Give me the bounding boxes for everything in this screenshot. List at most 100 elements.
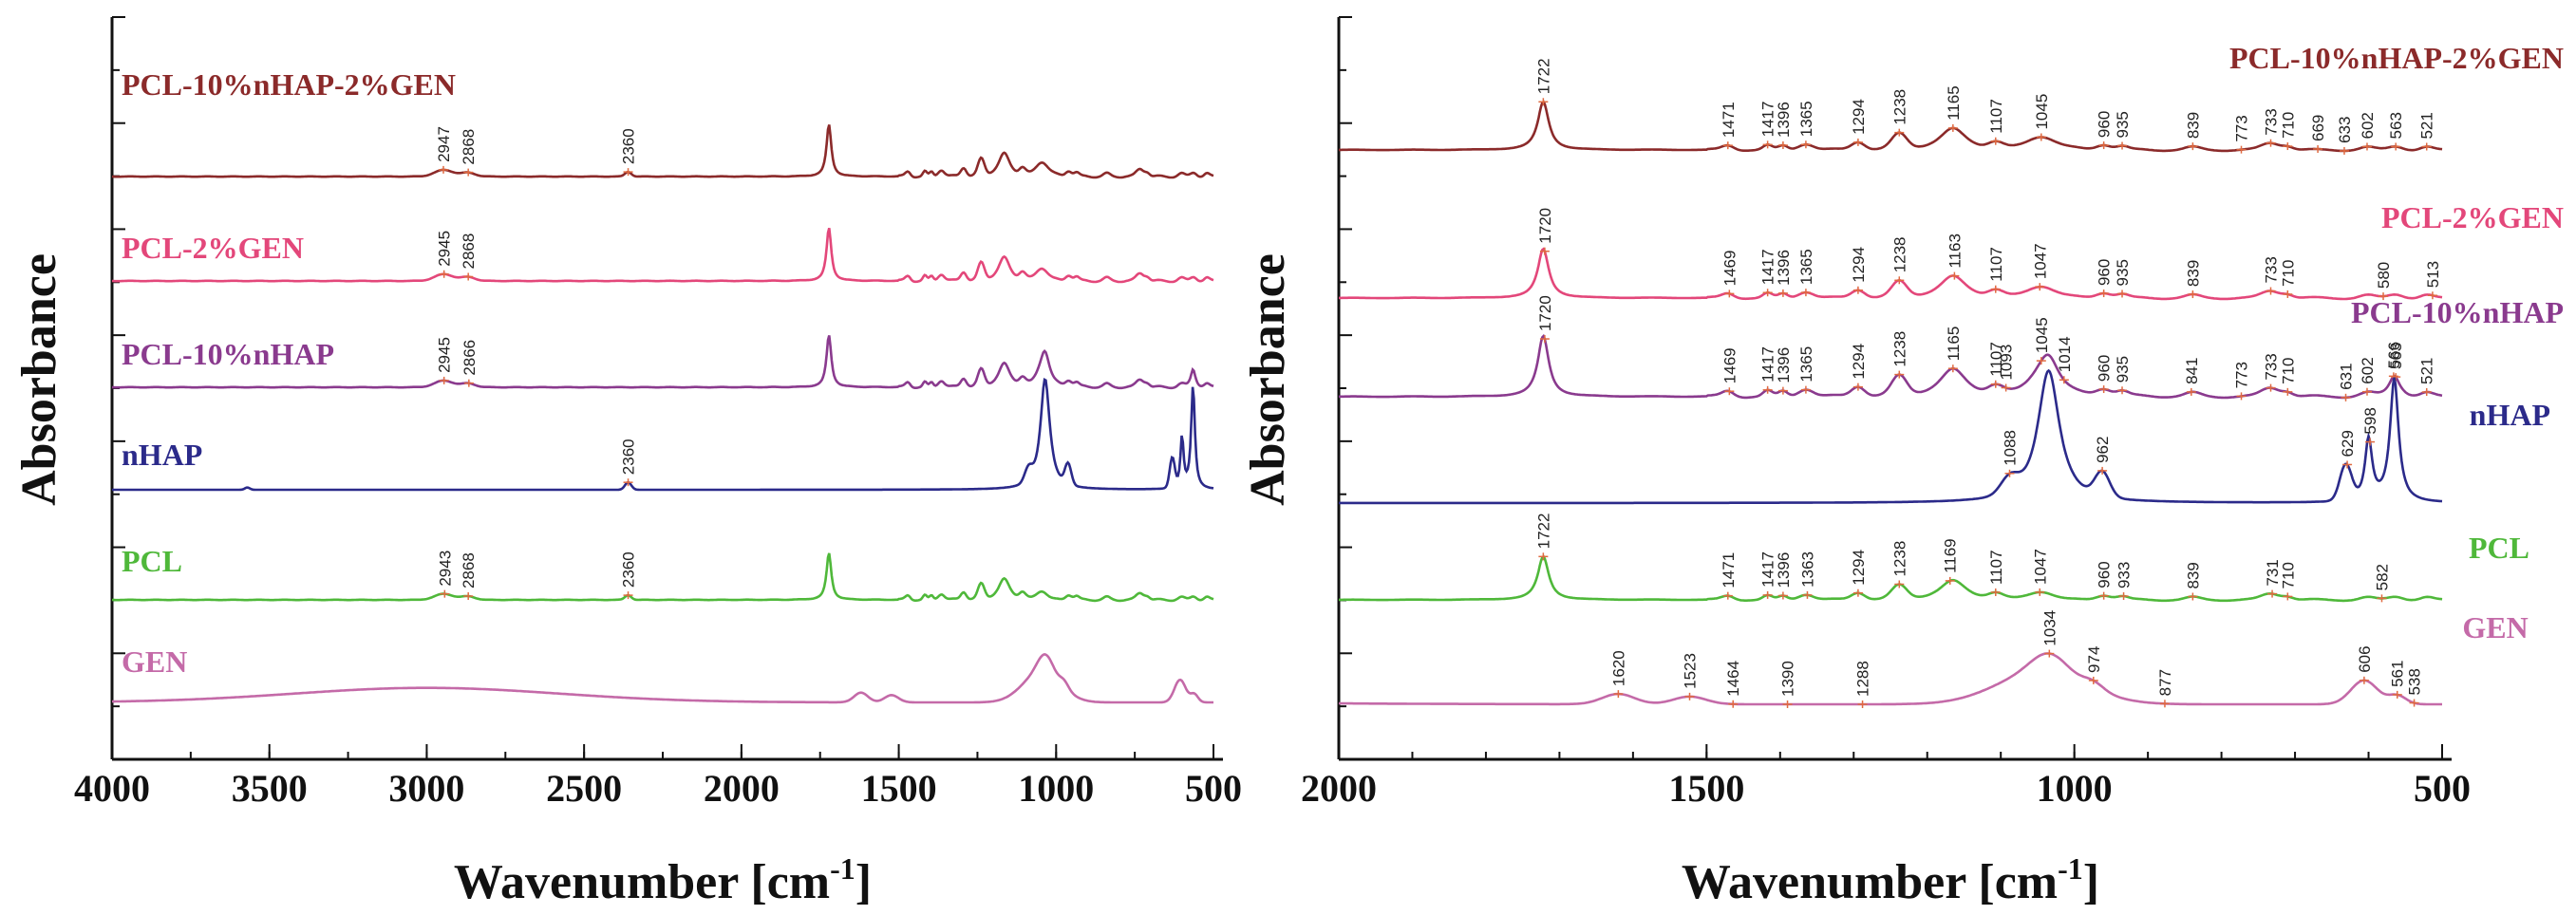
peak-label: 710 [2279, 562, 2297, 588]
peak-label: 1107 [1987, 550, 2005, 585]
peak-label: 1294 [1850, 344, 1868, 380]
x-tick-label: 2500 [546, 767, 622, 810]
peak-label: 1722 [1534, 514, 1552, 550]
peak-label: 1417 [1759, 102, 1777, 138]
right-y-axis-title: Absorbance [1241, 253, 1295, 506]
peak-label: 1163 [1946, 233, 1964, 269]
peak-label: 1396 [1775, 347, 1793, 383]
peak-label: 839 [2184, 562, 2202, 588]
peak-label: 933 [2115, 562, 2134, 588]
peak-label: 563 [2387, 112, 2405, 139]
series-PCL-10%nHAP-2%GEN: 2947 2868 2360 PCL-10%nHAP-2%GEN [111, 67, 1214, 179]
peak-label: 1165 [1945, 85, 1963, 121]
peak-label: 1365 [1797, 101, 1815, 137]
x-tick-label: 1000 [2037, 767, 2113, 810]
series-label: nHAP [122, 438, 202, 472]
peak-label: 1107 [1987, 99, 2005, 134]
series-label: PCL-10%nHAP [2351, 295, 2564, 329]
spectrum-line [1339, 247, 2443, 301]
peak-label: 1720 [1536, 208, 1554, 244]
series-nHAP: 2360 nHAP [112, 377, 1214, 492]
peak-label: 1294 [1850, 99, 1868, 135]
peak-label: 602 [2359, 357, 2377, 383]
peak-label: 2943 [436, 551, 454, 587]
peak-label: 1390 [1779, 661, 1797, 697]
series-label: PCL-10%nHAP-2%GEN [122, 67, 456, 102]
peak-label: 2868 [460, 552, 478, 588]
peak-label: 974 [2085, 646, 2103, 673]
peak-label: 580 [2375, 262, 2393, 289]
x-tick-label: 1500 [1668, 767, 1744, 810]
peak-label: 602 [2359, 112, 2377, 139]
peak-label: 629 [2339, 430, 2357, 457]
series-label: PCL-2%GEN [122, 231, 304, 265]
peak-label: 598 [2361, 407, 2379, 434]
series-label: nHAP [2470, 398, 2550, 432]
series-PCL-2%GEN: 2945 2868 PCL-2%GEN [111, 227, 1214, 284]
peak-label: 1396 [1775, 102, 1793, 138]
peak-label: 733 [2263, 353, 2281, 380]
peak-label: 710 [2279, 112, 2297, 139]
series-label: PCL [2469, 531, 2529, 565]
peak-label: 2868 [460, 129, 478, 165]
series-label: GEN [2462, 610, 2528, 644]
spectrum-line [1339, 554, 2443, 603]
spectrum-line [1339, 100, 2443, 153]
peak-label: 1620 [1609, 650, 1627, 686]
peak-label: 1107 [1987, 247, 2005, 282]
peak-label: 1720 [1536, 295, 1554, 331]
spectrum-line [112, 377, 1214, 492]
peak-label: 1107 [1987, 342, 2005, 377]
spectrum-line [1339, 368, 2443, 505]
peak-label: 521 [2418, 358, 2436, 384]
peak-label: 2947 [435, 126, 453, 162]
peak-label: 513 [2424, 261, 2442, 288]
peak-label: 841 [2183, 358, 2201, 384]
peak-label: 2866 [461, 340, 479, 376]
right-x-axis-title: Wavenumber [cm-1] [1682, 851, 2099, 909]
peak-label: 2360 [620, 128, 638, 164]
peak-label: 631 [2338, 363, 2356, 389]
series-PCL-10%nHAP: 2945 2866 PCL-10%nHAP [111, 335, 1214, 390]
peak-label: 1396 [1775, 552, 1793, 588]
spectrum-line [1338, 652, 2442, 706]
spectrum-line [112, 653, 1213, 704]
peak-label: 839 [2184, 112, 2202, 139]
series-GEN: GEN [112, 644, 1213, 704]
peak-label: 1396 [1775, 250, 1793, 286]
peak-label: 773 [2233, 362, 2251, 388]
peak-label: 935 [2114, 259, 2132, 286]
peak-label: 1469 [1720, 347, 1739, 383]
left-panel: 4000 3500 3000 2500 2000 1500 1000 500 Wavenumbe… [12, 16, 1242, 909]
peak-label: 606 [2356, 645, 2374, 672]
x-tick-label: 3000 [388, 767, 464, 810]
peak-label: 962 [2094, 437, 2112, 463]
spectrum-line [111, 552, 1214, 603]
peak-label: 1238 [1890, 89, 1908, 125]
peak-label: 1047 [2031, 243, 2049, 279]
peak-label: 733 [2263, 256, 2281, 283]
series-label: GEN [122, 644, 187, 679]
peak-label: 633 [2336, 117, 2354, 143]
peak-label: 561 [2389, 661, 2407, 687]
peak-label: 733 [2263, 108, 2281, 135]
peak-label: 1045 [2033, 94, 2051, 130]
peak-label: 960 [2096, 355, 2114, 382]
peak-label: 669 [2309, 115, 2327, 141]
peak-label: 1238 [1890, 331, 1908, 367]
x-tick-label: 500 [1185, 767, 1242, 810]
peak-label: 566 [2385, 342, 2403, 368]
left-y-axis-title: Absorbance [12, 253, 66, 506]
peak-label: 1365 [1797, 346, 1815, 383]
peak-label: 1523 [1682, 653, 1700, 689]
x-tick-label: 1000 [1018, 767, 1094, 810]
peak-label: 2868 [460, 233, 478, 270]
peak-label: 2360 [620, 439, 638, 475]
series-label: PCL [122, 544, 182, 578]
